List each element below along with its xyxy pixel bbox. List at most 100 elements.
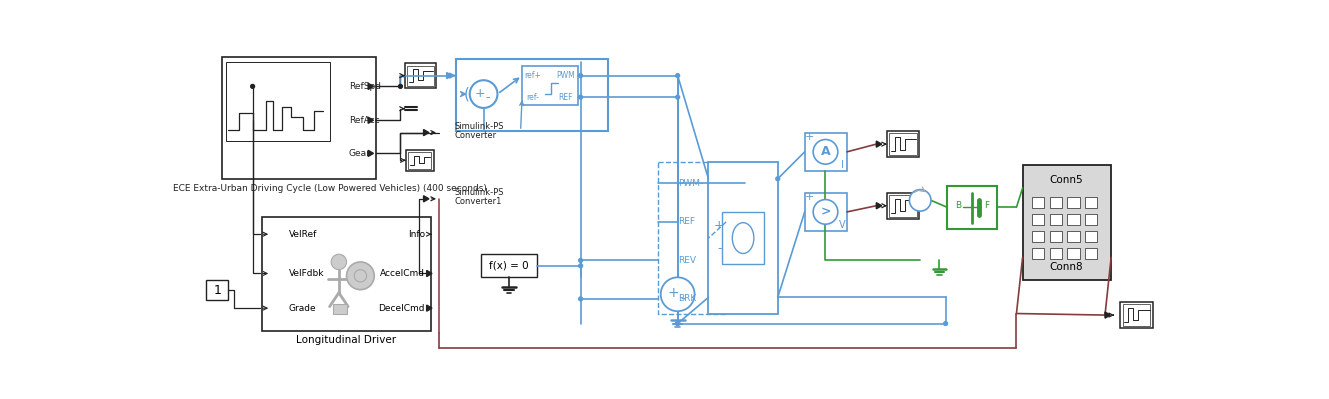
- Text: 1: 1: [213, 284, 221, 297]
- Circle shape: [776, 177, 780, 181]
- Text: I: I: [841, 160, 844, 170]
- Polygon shape: [876, 203, 881, 209]
- Bar: [722, 212, 764, 264]
- Bar: [708, 162, 777, 314]
- Circle shape: [909, 190, 932, 211]
- Circle shape: [813, 200, 837, 224]
- Text: RefSpd: RefSpd: [348, 82, 381, 91]
- Polygon shape: [447, 73, 452, 79]
- Polygon shape: [424, 130, 429, 136]
- Bar: [481, 254, 537, 277]
- Bar: [1031, 197, 1045, 208]
- Text: -: -: [485, 91, 489, 104]
- Text: Conn5: Conn5: [1050, 175, 1083, 185]
- Text: Converter: Converter: [455, 131, 497, 140]
- Bar: [1031, 248, 1045, 259]
- Text: Info: Info: [408, 230, 425, 239]
- Bar: [1031, 214, 1045, 225]
- Circle shape: [578, 74, 582, 77]
- Polygon shape: [427, 271, 432, 277]
- Bar: [1123, 304, 1151, 326]
- Bar: [1067, 214, 1079, 225]
- Bar: [1084, 231, 1098, 242]
- Circle shape: [578, 259, 582, 262]
- Circle shape: [813, 140, 837, 164]
- Text: Simulink-PS: Simulink-PS: [455, 122, 504, 131]
- Text: +: +: [474, 87, 485, 100]
- Bar: [1084, 197, 1098, 208]
- Text: +: +: [804, 132, 813, 142]
- Bar: [262, 217, 431, 331]
- Ellipse shape: [732, 223, 754, 253]
- Bar: [658, 162, 726, 314]
- Circle shape: [675, 74, 679, 77]
- Text: VelFdbk: VelFdbk: [288, 269, 324, 278]
- Text: +: +: [714, 219, 724, 232]
- Text: Simulink-PS: Simulink-PS: [455, 188, 504, 197]
- Text: REV: REV: [678, 256, 696, 265]
- Text: -: -: [716, 242, 722, 255]
- Circle shape: [355, 270, 367, 282]
- Text: (: (: [464, 87, 469, 102]
- Bar: [1067, 248, 1079, 259]
- Text: ref+: ref+: [525, 71, 541, 80]
- Bar: [1120, 302, 1152, 328]
- Circle shape: [578, 95, 582, 99]
- Bar: [1050, 231, 1062, 242]
- Circle shape: [661, 277, 695, 311]
- Bar: [889, 133, 917, 155]
- Text: ref-: ref-: [526, 93, 540, 102]
- Bar: [522, 66, 578, 105]
- Bar: [948, 186, 997, 229]
- Bar: [889, 195, 917, 217]
- Text: ECE Extra-Urban Driving Cycle (Low Powered Vehicles) (400 seconds): ECE Extra-Urban Driving Cycle (Low Power…: [173, 184, 486, 193]
- Text: REF: REF: [558, 93, 573, 102]
- Text: BRK: BRK: [678, 294, 696, 303]
- Bar: [1050, 214, 1062, 225]
- Bar: [206, 280, 229, 300]
- Polygon shape: [424, 196, 429, 202]
- Polygon shape: [427, 305, 432, 311]
- Text: PWM-: PWM-: [678, 179, 703, 188]
- Circle shape: [347, 262, 375, 290]
- Text: REF: REF: [678, 217, 695, 226]
- Text: -: -: [680, 292, 686, 304]
- Text: AccelCmd: AccelCmd: [380, 269, 425, 278]
- Polygon shape: [876, 141, 881, 147]
- Text: PWM: PWM: [556, 71, 574, 80]
- Circle shape: [251, 85, 255, 88]
- Bar: [405, 63, 436, 88]
- Text: V: V: [839, 220, 845, 230]
- Circle shape: [578, 297, 582, 301]
- Bar: [1031, 231, 1045, 242]
- Bar: [1084, 214, 1098, 225]
- Bar: [405, 150, 433, 171]
- Polygon shape: [368, 150, 373, 156]
- Circle shape: [675, 322, 679, 326]
- Text: RefAcc: RefAcc: [348, 116, 380, 125]
- Bar: [1067, 197, 1079, 208]
- Polygon shape: [368, 83, 373, 89]
- Circle shape: [469, 80, 497, 108]
- Bar: [408, 152, 431, 169]
- Bar: [1084, 248, 1098, 259]
- Text: B: B: [954, 201, 961, 210]
- Bar: [1067, 231, 1079, 242]
- Polygon shape: [1104, 312, 1111, 318]
- Circle shape: [944, 322, 948, 326]
- Bar: [456, 59, 609, 131]
- Circle shape: [331, 254, 347, 270]
- Text: +: +: [667, 286, 679, 300]
- Text: Converter1: Converter1: [455, 198, 502, 206]
- Bar: [1022, 165, 1111, 280]
- Bar: [804, 193, 847, 231]
- Bar: [1050, 197, 1062, 208]
- Bar: [408, 65, 433, 86]
- Circle shape: [399, 85, 403, 88]
- Circle shape: [675, 322, 679, 326]
- Text: Gear: Gear: [348, 149, 371, 158]
- Text: DecelCmd: DecelCmd: [379, 304, 425, 313]
- Bar: [804, 132, 847, 171]
- Text: VelRef: VelRef: [288, 230, 318, 239]
- Bar: [886, 131, 920, 157]
